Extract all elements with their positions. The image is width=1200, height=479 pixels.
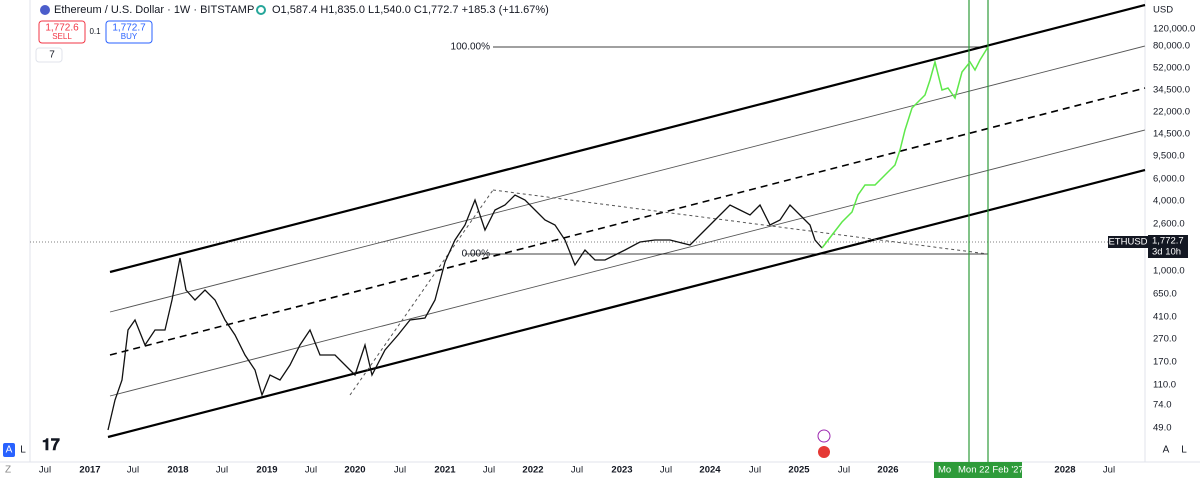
price-label: 4,000.0 <box>1153 196 1185 207</box>
price-history <box>107 194 823 431</box>
time-label: Jul <box>660 465 672 476</box>
channel-inner <box>109 129 1146 397</box>
channel-inner <box>109 45 1146 313</box>
price-label: 80,000.0 <box>1153 41 1190 52</box>
event-icon <box>818 446 830 458</box>
ohlc: O1,587.4 H1,835.0 L1,540.0 C1,772.7 +185… <box>272 4 549 16</box>
time-label: Jul <box>39 465 51 476</box>
auto-right[interactable]: A <box>1163 445 1170 456</box>
countdown: 3d 10h <box>1152 247 1181 258</box>
price-label: 52,000.0 <box>1153 63 1190 74</box>
time-label: Jul <box>483 465 495 476</box>
status-icon <box>256 5 266 15</box>
time-label: Jul <box>749 465 761 476</box>
projection <box>821 46 989 249</box>
time-label: 2026 <box>877 465 898 476</box>
price-label: 1,000.0 <box>1153 266 1185 277</box>
currency: USD <box>1153 5 1173 16</box>
sell-price: 1,772.6 <box>45 23 79 34</box>
cursor-tag <box>934 462 1022 478</box>
price-label: 6,000.0 <box>1153 174 1185 185</box>
time-label: Jul <box>838 465 850 476</box>
sell-button[interactable] <box>38 20 86 44</box>
auto-label: A <box>6 445 13 456</box>
symbol-icon <box>40 5 50 15</box>
log-label[interactable]: L <box>20 445 26 456</box>
price-label: 270.0 <box>1153 334 1177 345</box>
time-label: 2017 <box>79 465 100 476</box>
buy-button[interactable] <box>105 20 153 44</box>
cursor-date: Mon 22 Feb '27 <box>958 465 1024 476</box>
buy-price: 1,772.7 <box>112 23 146 34</box>
symbol-tag-text: ETHUSD <box>1108 237 1147 248</box>
time-label: Jul <box>305 465 317 476</box>
indicators-toggle[interactable] <box>35 47 63 63</box>
price-label: 9,500.0 <box>1153 151 1185 162</box>
time-label: 2021 <box>434 465 456 476</box>
price-label: 120,000.0 <box>1153 24 1195 35</box>
channel-lower <box>107 168 1146 439</box>
price-label: 14,500.0 <box>1153 129 1190 140</box>
logo: 𝟏𝟕 <box>42 437 60 454</box>
fib-label: 100.00% <box>451 42 491 53</box>
price-label: 2,600.0 <box>1153 219 1185 230</box>
time-label: 2022 <box>522 465 543 476</box>
price-tag-text: 1,772.7 <box>1152 236 1184 247</box>
time-label: 2023 <box>611 465 632 476</box>
time-label: 2024 <box>699 465 721 476</box>
time-label: Jul <box>216 465 228 476</box>
time-label: 2019 <box>256 465 277 476</box>
price-label: 74.0 <box>1153 400 1172 411</box>
time-label: 2020 <box>344 465 365 476</box>
sell-label: SELL <box>52 32 72 41</box>
time-label: Jul <box>394 465 406 476</box>
indicators-count: 7 <box>49 50 55 61</box>
cursor-prefix: Mo <box>938 465 951 476</box>
time-label: Jul <box>571 465 583 476</box>
price-label: 110.0 <box>1153 380 1176 391</box>
zoom-label[interactable]: Z <box>5 465 11 476</box>
header: Ethereum / U.S. Dollar · 1W · BITSTAMP O… <box>35 4 549 63</box>
auto-button[interactable] <box>3 443 15 457</box>
time-label: 2025 <box>788 465 810 476</box>
time-label: Jul <box>1103 465 1115 476</box>
price-label: 34,500.0 <box>1153 85 1190 96</box>
price-label: 170.0 <box>1153 357 1177 368</box>
price-label: 410.0 <box>1153 312 1177 323</box>
symbol-tag <box>1108 236 1148 248</box>
channel-upper <box>109 3 1146 274</box>
log-right[interactable]: L <box>1181 445 1187 456</box>
event-icon <box>817 429 831 443</box>
time-label: 2018 <box>167 465 188 476</box>
fib-label: 0.00% <box>462 249 490 260</box>
price-label: 650.0 <box>1153 289 1177 300</box>
price-tag <box>1148 235 1188 258</box>
time-label: 2028 <box>1054 465 1075 476</box>
price-label: 22,000.0 <box>1153 107 1190 118</box>
buy-label: BUY <box>121 32 138 41</box>
price-label: 49.0 <box>1153 423 1172 434</box>
spread: 0.1 <box>89 27 101 36</box>
trend-line <box>492 189 989 255</box>
time-label: Jul <box>127 465 139 476</box>
channel-mid <box>109 87 1146 356</box>
symbol-title: Ethereum / U.S. Dollar · 1W · BITSTAMP <box>54 4 254 16</box>
